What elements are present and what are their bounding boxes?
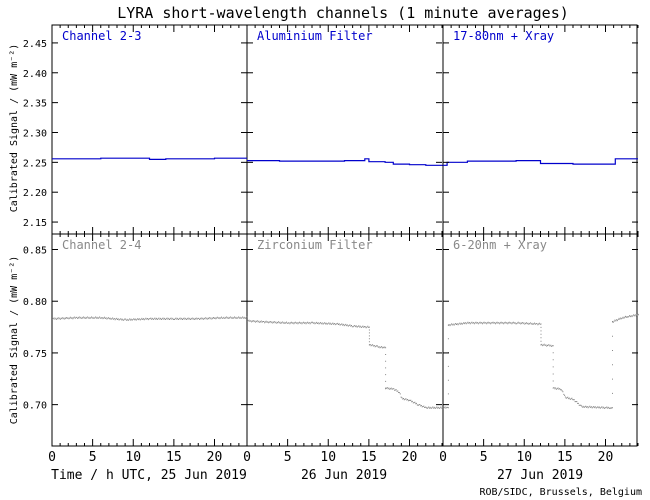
panel-label: Aluminium Filter (257, 29, 373, 43)
x-tick-label: 5 (480, 450, 488, 465)
tick-marks (51, 25, 639, 446)
chart-title: LYRA short-wavelength channels (1 minute… (117, 4, 569, 22)
y-tick-label: 2.15 (23, 218, 47, 229)
y-tick-label: 0.85 (23, 246, 47, 257)
x-tick-label: 20 (402, 450, 418, 465)
series-line (52, 157, 247, 160)
x-tick-label: 15 (166, 450, 182, 465)
y-tick-label: 2.45 (23, 39, 47, 50)
x-tick-label: 5 (284, 450, 292, 465)
series-line (443, 158, 638, 166)
x-tick-label: 10 (516, 450, 532, 465)
x-axis-label-day3: 27 Jun 2019 (497, 468, 583, 483)
x-tick-label: 20 (598, 450, 614, 465)
x-tick-label: 10 (125, 450, 141, 465)
panel-label: 6-20nm + Xray (453, 238, 547, 252)
series-dots (443, 313, 639, 409)
x-tick-label: 15 (557, 450, 573, 465)
y-tick-label: 2.20 (23, 188, 47, 199)
panel-label: Channel 2-3 (62, 29, 141, 43)
series-dots (247, 319, 443, 409)
y-tick-label: 0.75 (23, 349, 47, 360)
y-tick-label: 0.80 (23, 297, 47, 308)
panel-label: 17-80nm + Xray (453, 29, 554, 43)
credit-label: ROB/SIDC, Brussels, Belgium (479, 487, 642, 498)
y-tick-label: 2.25 (23, 158, 47, 169)
x-tick-label: 15 (361, 450, 377, 465)
panel-labels: Channel 2-3 Aluminium Filter 17-80nm + Xra… (62, 29, 554, 252)
x-tick-label: 0 (243, 450, 251, 465)
y-axis-label-top: Calibrated Signal / (mW m⁻²) (9, 44, 20, 213)
series-line (247, 158, 443, 166)
x-tick-label: 10 (320, 450, 336, 465)
axis-labels: 2.15 2.20 2.25 2.30 2.35 2.40 2.45 0.70 0.75 0.80… (23, 39, 613, 465)
y-tick-label: 2.30 (23, 128, 47, 139)
y-axis-label-bottom: Calibrated Signal / (mW m⁻²) (9, 256, 20, 425)
x-tick-label: 0 (48, 450, 56, 465)
y-tick-label: 2.40 (23, 69, 47, 80)
x-tick-label: 5 (89, 450, 97, 465)
y-tick-label: 2.35 (23, 99, 47, 110)
x-tick-label: 0 (439, 450, 447, 465)
data-series (52, 157, 639, 409)
panel-label: Zirconium Filter (257, 238, 373, 252)
panel-label: Channel 2-4 (62, 238, 141, 252)
x-tick-label: 20 (207, 450, 223, 465)
series-dots (52, 316, 248, 321)
x-axis-label-day1: Time / h UTC, 25 Jun 2019 (51, 468, 247, 483)
x-axis-label-day2: 26 Jun 2019 (301, 468, 387, 483)
y-tick-label: 0.70 (23, 401, 47, 412)
